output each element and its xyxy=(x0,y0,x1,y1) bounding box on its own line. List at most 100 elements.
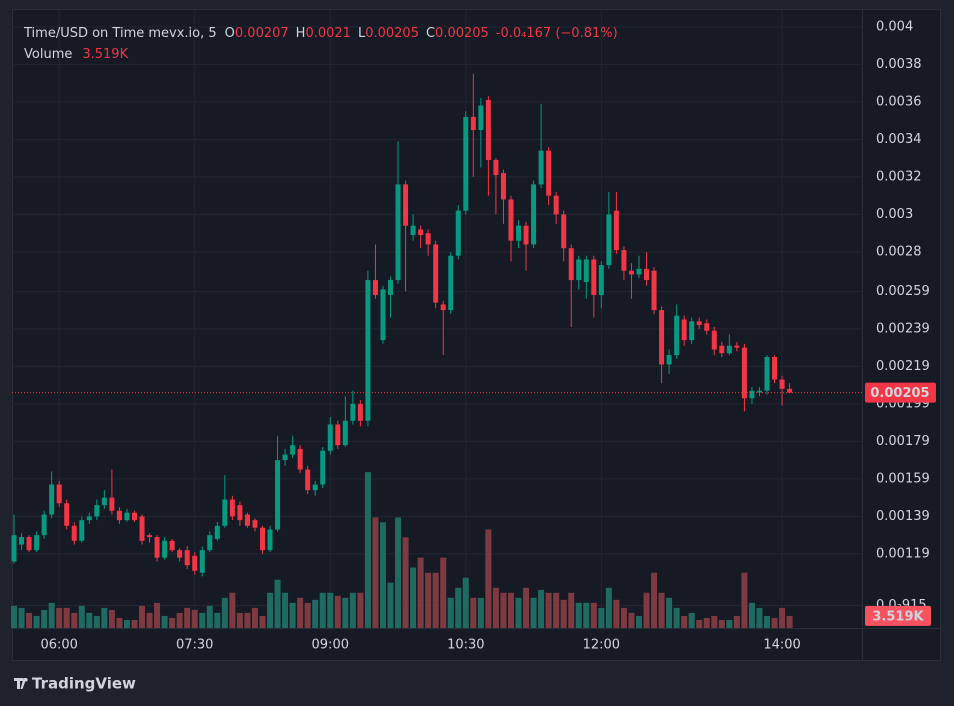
candle-body xyxy=(448,255,454,311)
volume-bar xyxy=(568,592,575,628)
volume-bar xyxy=(108,609,115,628)
candle-body xyxy=(756,390,762,393)
volume-bar xyxy=(221,597,228,628)
volume-bar xyxy=(688,612,695,628)
volume-bar xyxy=(470,597,477,628)
y-tick-label: 0.00259 xyxy=(876,284,930,299)
volume-bar xyxy=(41,609,48,628)
x-tick-label: 12:00 xyxy=(583,638,620,653)
volume-bar xyxy=(748,602,755,628)
candle-body xyxy=(86,516,92,521)
x-tick-label: 07:30 xyxy=(176,638,213,653)
volume-bar xyxy=(500,592,507,628)
ohlc-key: O xyxy=(225,26,235,41)
candle-body xyxy=(388,280,393,296)
y-tick-label: 0.00159 xyxy=(876,471,930,486)
volume-bar xyxy=(379,522,386,628)
chart-frame xyxy=(12,9,941,661)
ohlc-value: 0.00207 xyxy=(235,26,289,41)
volume-bar xyxy=(63,607,70,628)
candle-body xyxy=(56,484,62,504)
candle-body xyxy=(237,505,243,521)
brand-name: TradingView xyxy=(32,675,136,693)
last-price-label: 0.00205 xyxy=(870,386,929,401)
candle-body xyxy=(365,280,371,421)
y-tick-label: 0.0038 xyxy=(876,57,922,72)
candle-body xyxy=(49,484,55,515)
volume-bar xyxy=(154,602,161,628)
candle-body xyxy=(335,424,341,446)
candle-body xyxy=(478,105,484,131)
volume-bar xyxy=(282,592,289,628)
volume-bar xyxy=(417,557,424,628)
candle-body xyxy=(674,315,680,356)
y-tick-label: 0.0032 xyxy=(876,169,922,184)
volume-bar xyxy=(651,572,658,628)
candle-body xyxy=(403,184,409,226)
candle-body xyxy=(553,195,559,215)
candle-body xyxy=(342,420,348,446)
volume-bar xyxy=(214,612,221,628)
candle-body xyxy=(523,225,529,245)
x-tick-label: 06:00 xyxy=(40,638,77,653)
y-tick-label: 0.0034 xyxy=(876,132,922,147)
candle-body xyxy=(591,259,597,296)
volume-bar xyxy=(666,597,673,628)
logo-icon xyxy=(14,678,27,689)
candle-body xyxy=(704,323,710,331)
y-tick-label: 0.0036 xyxy=(876,94,922,109)
volume-bar xyxy=(251,607,258,628)
candles xyxy=(11,73,793,577)
candle-body xyxy=(689,321,695,341)
brand-logo[interactable]: TradingView xyxy=(14,675,136,693)
candle-body xyxy=(561,214,567,249)
x-tick-label: 10:30 xyxy=(447,638,484,653)
volume-bar xyxy=(492,587,499,628)
volume-bar xyxy=(620,607,627,628)
candle-body xyxy=(651,270,657,311)
volume-bar xyxy=(635,615,642,628)
candle-body xyxy=(312,484,318,491)
volume-bar xyxy=(191,609,198,628)
volume-bar xyxy=(26,612,33,628)
x-tick-label: 09:00 xyxy=(312,638,349,653)
candle-body xyxy=(184,550,190,566)
candle-body xyxy=(19,537,25,545)
candle-body xyxy=(410,225,416,236)
volume-bar xyxy=(101,607,108,628)
candle-body xyxy=(644,268,650,281)
volume-bar xyxy=(771,617,778,628)
volume-bar xyxy=(267,592,274,628)
candle-body xyxy=(395,184,401,281)
volume-bar xyxy=(123,619,130,628)
volume-bar xyxy=(116,617,123,628)
candle-body xyxy=(169,540,175,551)
volume-bar xyxy=(477,597,484,628)
candle-body xyxy=(666,355,672,365)
ohlc-value: 0.00205 xyxy=(435,26,489,41)
volume-bar xyxy=(447,597,454,628)
candle-body xyxy=(741,347,747,399)
candle-body xyxy=(455,210,461,256)
candle-body xyxy=(94,505,100,517)
volume-bar xyxy=(319,592,326,628)
candle-body xyxy=(696,321,702,326)
volume-value: 3.519K xyxy=(82,47,128,62)
candle-body xyxy=(26,537,32,551)
volume-bar xyxy=(56,607,63,628)
volume-bar xyxy=(372,517,379,628)
volume-bar xyxy=(605,587,612,628)
volume-bar xyxy=(741,572,748,628)
candle-body xyxy=(290,445,296,455)
candle-body xyxy=(101,497,107,506)
candle-body xyxy=(116,510,122,521)
volume-bar xyxy=(696,619,703,628)
volume-bar xyxy=(583,602,590,628)
volume-bar xyxy=(530,597,537,628)
candle-body xyxy=(177,550,183,558)
candle-body xyxy=(546,150,552,196)
candle-body xyxy=(357,403,363,421)
volume-bar xyxy=(131,619,138,628)
candle-body xyxy=(350,403,356,421)
candle-body xyxy=(568,248,574,281)
